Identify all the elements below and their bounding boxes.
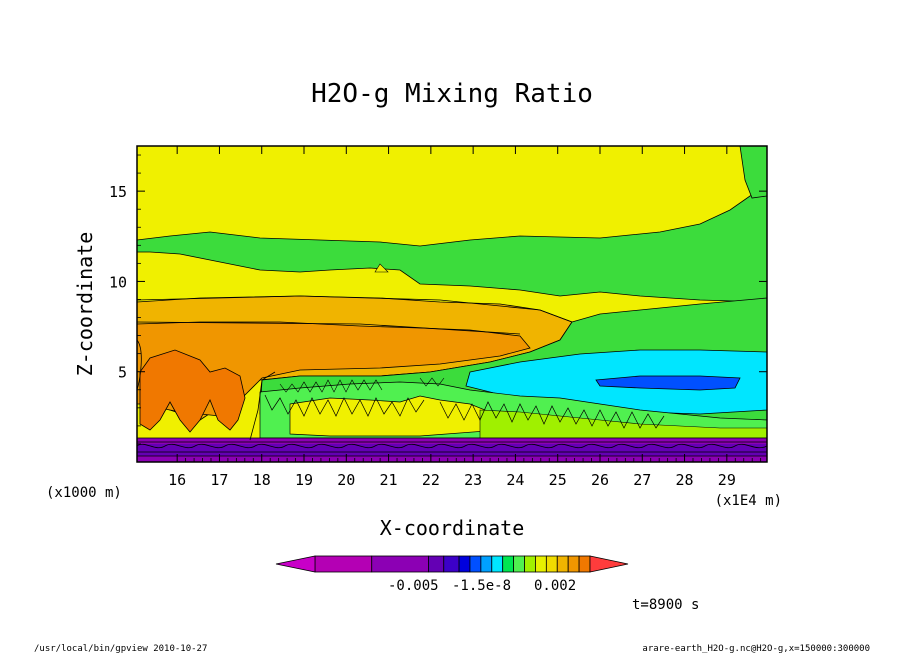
x-tick-label-22: 22 (422, 471, 440, 489)
surface-layer-violet (137, 444, 767, 456)
x-axis-label: X-coordinate (380, 516, 525, 540)
contour-field (137, 146, 767, 462)
colorbar-segment (513, 555, 525, 573)
colorbar-segment (314, 555, 373, 573)
colorbar-segment (443, 555, 460, 573)
y-axis: 5 10 15 (109, 154, 767, 445)
colorbar-label-3: 0.002 (534, 578, 576, 594)
colorbar-label-1: -0.005 (388, 578, 439, 594)
blue-blob (595, 375, 741, 391)
footer-right: arare-earth_H2O-g.nc@H2O-g,x=150000:3000… (642, 644, 870, 654)
yellow-lower-zone (289, 395, 501, 437)
y-tick-label-15: 15 (109, 183, 127, 201)
boundary-contours (137, 295, 573, 441)
x-tick-label-16: 16 (168, 471, 186, 489)
x-tick-label-28: 28 (676, 471, 694, 489)
colorbar-segment (567, 555, 580, 573)
time-annotation: t=8900 s (632, 597, 699, 613)
colorbar-label-2: -1.5e-8 (452, 578, 511, 594)
x-tick-label-17: 17 (210, 471, 228, 489)
colorbar-segment (469, 555, 482, 573)
colorbar-segment (578, 555, 591, 573)
green-top-right (739, 146, 767, 199)
x-tick-label-24: 24 (506, 471, 524, 489)
colorbar-labels: -0.005 -1.5e-8 0.002 (388, 578, 576, 594)
x-tick-label-18: 18 (253, 471, 271, 489)
yellow-hole-1 (374, 263, 389, 273)
colorbar-segment (556, 555, 569, 573)
orange-dark-blob (139, 349, 246, 433)
colorbar (275, 555, 629, 573)
spiky-contours (264, 394, 665, 429)
green-band-upper (137, 187, 767, 303)
x-tick-label-26: 26 (591, 471, 609, 489)
x-tick-label-23: 23 (464, 471, 482, 489)
colorbar-arrow-left (275, 555, 316, 573)
spiky-contours-upper (279, 377, 445, 393)
colorbar-segment (371, 555, 429, 573)
colorbar-segment (545, 555, 558, 573)
footer-left: /usr/local/bin/gpview 2010-10-27 (34, 644, 207, 654)
x-axis: 16 17 18 19 20 21 22 23 24 25 26 27 28 29 (168, 146, 762, 489)
y-tick-label-10: 10 (109, 273, 127, 291)
colorbar-segment (524, 555, 536, 573)
x-tick-label-25: 25 (549, 471, 567, 489)
colorbar-segment (428, 555, 445, 573)
y-unit-label: (x1000 m) (46, 485, 122, 501)
colorbar-segment (535, 555, 547, 573)
x-tick-label-27: 27 (633, 471, 651, 489)
colorbar-segment (491, 555, 504, 573)
x-tick-label-19: 19 (295, 471, 313, 489)
colorbar-segment (458, 555, 471, 573)
colorbar-segment (480, 555, 493, 573)
surface-wave-contours (137, 437, 767, 457)
x-tick-label-29: 29 (718, 471, 736, 489)
y-axis-label: Z-coordinate (73, 232, 97, 377)
chart-title: H2O-g Mixing Ratio (311, 79, 593, 109)
plot-frame (136, 145, 768, 463)
x-tick-label-20: 20 (337, 471, 355, 489)
x-unit-label: (x1E4 m) (715, 493, 782, 509)
x-tick-label-21: 21 (380, 471, 398, 489)
colorbar-arrow-right (589, 555, 629, 573)
y-tick-label-5: 5 (118, 364, 127, 382)
colorbar-segment (502, 555, 515, 573)
